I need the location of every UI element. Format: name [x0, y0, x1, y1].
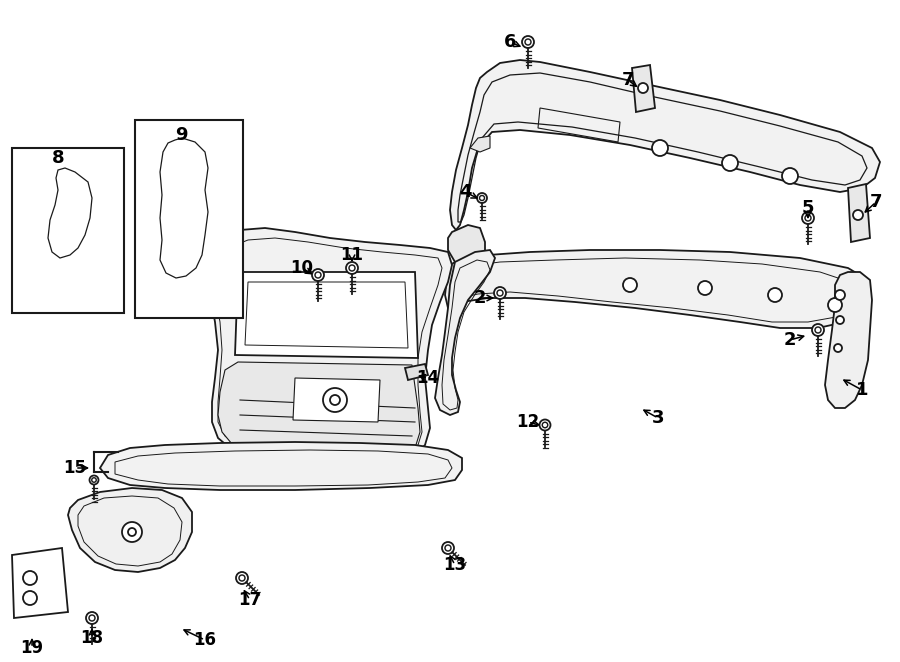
Circle shape — [442, 542, 454, 554]
Text: 19: 19 — [21, 639, 43, 657]
Circle shape — [315, 272, 321, 278]
Polygon shape — [435, 250, 495, 415]
Circle shape — [542, 422, 548, 428]
Circle shape — [312, 269, 324, 281]
Text: 11: 11 — [340, 246, 364, 264]
Circle shape — [638, 83, 648, 93]
Circle shape — [477, 193, 487, 203]
Polygon shape — [293, 378, 380, 422]
Text: 3: 3 — [652, 409, 664, 427]
Circle shape — [494, 287, 506, 299]
Circle shape — [802, 212, 814, 224]
Circle shape — [522, 36, 534, 48]
Circle shape — [525, 39, 531, 45]
Circle shape — [815, 327, 821, 333]
Circle shape — [828, 298, 842, 312]
Polygon shape — [632, 65, 655, 112]
Polygon shape — [100, 442, 462, 490]
Text: 6: 6 — [504, 33, 517, 51]
Polygon shape — [448, 225, 485, 265]
Text: 16: 16 — [194, 631, 217, 649]
Circle shape — [330, 395, 340, 405]
Text: 5: 5 — [802, 199, 814, 217]
Circle shape — [346, 262, 358, 274]
Circle shape — [623, 278, 637, 292]
Text: 7: 7 — [869, 193, 882, 211]
Circle shape — [32, 203, 38, 207]
Circle shape — [480, 195, 484, 201]
Polygon shape — [208, 228, 452, 462]
Text: 14: 14 — [417, 369, 439, 387]
Text: 7: 7 — [622, 71, 634, 89]
Circle shape — [834, 344, 842, 352]
Polygon shape — [470, 136, 490, 152]
Text: 2: 2 — [473, 289, 486, 307]
Circle shape — [150, 183, 160, 193]
Bar — [135, 120, 243, 318]
Polygon shape — [68, 488, 192, 572]
Circle shape — [835, 290, 845, 300]
Polygon shape — [235, 272, 418, 358]
Circle shape — [349, 265, 355, 271]
Text: 2: 2 — [784, 331, 796, 349]
Circle shape — [539, 420, 551, 430]
Circle shape — [812, 324, 824, 336]
Circle shape — [152, 185, 158, 191]
Polygon shape — [848, 184, 870, 242]
Circle shape — [323, 388, 347, 412]
Circle shape — [89, 615, 95, 621]
Polygon shape — [218, 362, 420, 456]
Circle shape — [236, 572, 248, 584]
Circle shape — [836, 316, 844, 324]
Text: 15: 15 — [64, 459, 86, 477]
Circle shape — [86, 612, 98, 624]
Circle shape — [128, 528, 136, 536]
Polygon shape — [445, 250, 870, 328]
Text: 10: 10 — [291, 259, 313, 277]
Text: 12: 12 — [517, 413, 540, 431]
Circle shape — [92, 478, 96, 482]
Circle shape — [497, 290, 503, 296]
Polygon shape — [405, 364, 428, 380]
Circle shape — [122, 522, 142, 542]
Text: 4: 4 — [459, 183, 472, 201]
Circle shape — [23, 591, 37, 605]
Circle shape — [853, 210, 863, 220]
Circle shape — [698, 281, 712, 295]
Circle shape — [89, 475, 98, 485]
Polygon shape — [12, 548, 68, 618]
Circle shape — [652, 140, 668, 156]
Text: 8: 8 — [51, 149, 64, 167]
Circle shape — [30, 200, 40, 210]
Circle shape — [722, 155, 738, 171]
Polygon shape — [825, 272, 872, 408]
Polygon shape — [450, 60, 880, 230]
Text: 13: 13 — [444, 556, 466, 574]
Circle shape — [805, 215, 811, 221]
Bar — [12, 148, 124, 313]
Circle shape — [23, 571, 37, 585]
Circle shape — [239, 575, 245, 581]
Text: 9: 9 — [175, 126, 187, 144]
Text: 1: 1 — [856, 381, 868, 399]
Circle shape — [782, 168, 798, 184]
Circle shape — [768, 288, 782, 302]
Circle shape — [445, 545, 451, 551]
Text: 17: 17 — [238, 591, 262, 609]
Text: 18: 18 — [80, 629, 104, 647]
